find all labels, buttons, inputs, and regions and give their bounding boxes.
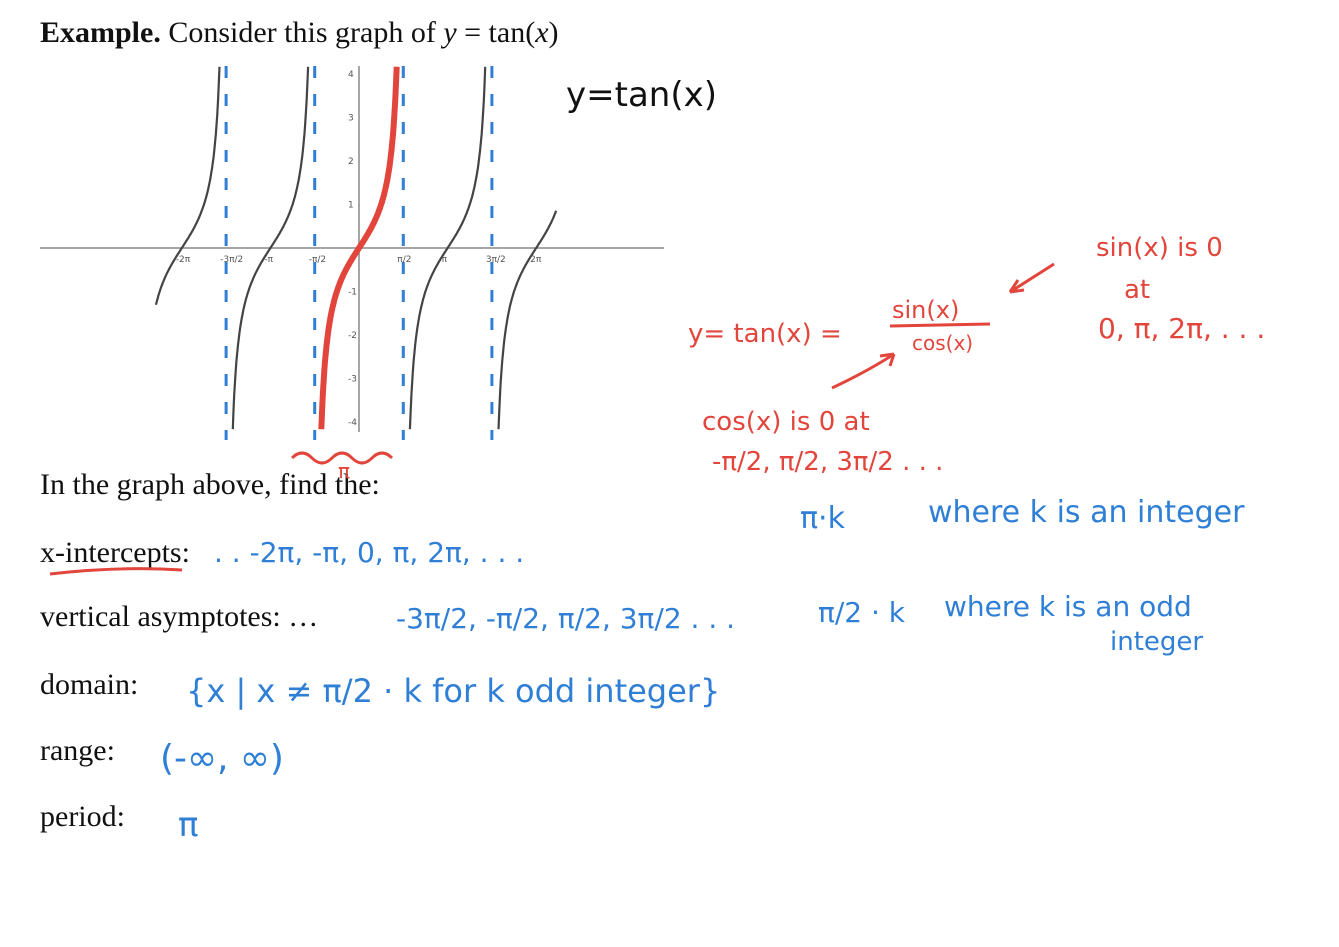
row-x-intercepts: x-intercepts: — [40, 536, 190, 569]
cos-zero-line1: cos(x) is 0 at — [702, 407, 870, 437]
tan-graph: -2π -3π/2 -π -π/2 π/2 π 3π/2 2π 4 3 2 1 -1 -2 -3 -4 — [40, 66, 664, 440]
y-tick-label: -4 — [348, 418, 357, 428]
x-intercept-values: . . -2π, -π, 0, π, 2π, . . . — [214, 536, 524, 569]
title-expr-eq: = tan( — [456, 16, 536, 49]
asymptote-rule: π/2 · k — [818, 596, 906, 629]
title-expr-close: ) — [548, 16, 559, 49]
tan-branch — [408, 66, 487, 430]
example-label: Example. — [40, 16, 161, 49]
pi-squiggle — [290, 451, 394, 465]
period-value: π — [178, 805, 198, 845]
domain-value: {x | x ≠ π/2 · k for k odd integer} — [186, 672, 720, 710]
row-period: period: — [40, 800, 125, 833]
row-domain: domain: — [40, 668, 139, 701]
sin-numerator: sin(x) — [892, 296, 959, 324]
sin-zero-line2: at — [1124, 275, 1150, 305]
tan-curves — [154, 66, 558, 430]
graph-label: y=tan(x) — [566, 75, 717, 115]
title-text: Consider this graph of — [168, 16, 444, 49]
x-tick-labels: -2π -3π/2 -π -π/2 π/2 π 3π/2 2π — [176, 255, 542, 265]
x-tick-label: -2π — [176, 255, 191, 265]
x-tick-label: -π/2 — [309, 255, 326, 265]
y-tick-label: 3 — [348, 114, 354, 124]
tan-branch — [497, 210, 558, 430]
asymptote-where-2: integer — [1110, 627, 1203, 657]
sin-zero-line1: sin(x) is 0 — [1096, 233, 1223, 263]
asymptote-values: -3π/2, -π/2, π/2, 3π/2 . . . — [396, 602, 735, 635]
x-tick-label: 2π — [530, 255, 542, 265]
y-tick-label: 1 — [348, 201, 354, 211]
cos-denominator: cos(x) — [912, 331, 973, 355]
asymptote-where: where k is an odd — [944, 590, 1192, 623]
tan-definition: y= tan(x) = — [688, 319, 842, 349]
row-range: range: — [40, 734, 115, 767]
title-expr-x: x — [535, 16, 549, 49]
title-expr-y: y — [443, 16, 457, 49]
principal-branch-highlight — [318, 66, 400, 430]
arrow-to-sin — [1008, 262, 1055, 294]
x-intercept-underline — [49, 567, 183, 576]
y-tick-label: 4 — [348, 70, 354, 80]
sin-zero-line3: 0, π, 2π, . . . — [1098, 312, 1265, 345]
pi-k: π·k — [800, 501, 846, 536]
y-tick-label: 2 — [348, 157, 354, 167]
tan-branch — [231, 66, 310, 430]
x-tick-label: -π — [264, 255, 273, 265]
tan-branch — [154, 66, 221, 305]
x-tick-label: π — [442, 255, 448, 265]
arrow-to-cos — [831, 352, 896, 390]
range-value: (-∞, ∞) — [160, 738, 284, 779]
x-tick-label: 3π/2 — [486, 255, 506, 265]
fraction-bar — [889, 322, 991, 328]
row-vertical-asymptotes: vertical asymptotes: … — [40, 600, 319, 633]
y-tick-label: -2 — [348, 331, 357, 341]
example-title: Example. Consider this graph of y = tan(… — [40, 16, 559, 50]
asymptotes — [224, 66, 494, 440]
y-tick-label: -1 — [348, 288, 357, 298]
pi-under-label: π — [338, 459, 350, 483]
y-tick-labels: 4 3 2 1 -1 -2 -3 -4 — [348, 70, 357, 428]
cos-zero-line2: -π/2, π/2, 3π/2 . . . — [712, 447, 943, 477]
x-tick-label: -3π/2 — [220, 255, 243, 265]
where-k-integer: where k is an integer — [928, 495, 1245, 530]
y-tick-label: -3 — [348, 375, 357, 385]
x-tick-label: π/2 — [397, 255, 411, 265]
intro-text: In the graph above, find the: — [40, 468, 380, 501]
